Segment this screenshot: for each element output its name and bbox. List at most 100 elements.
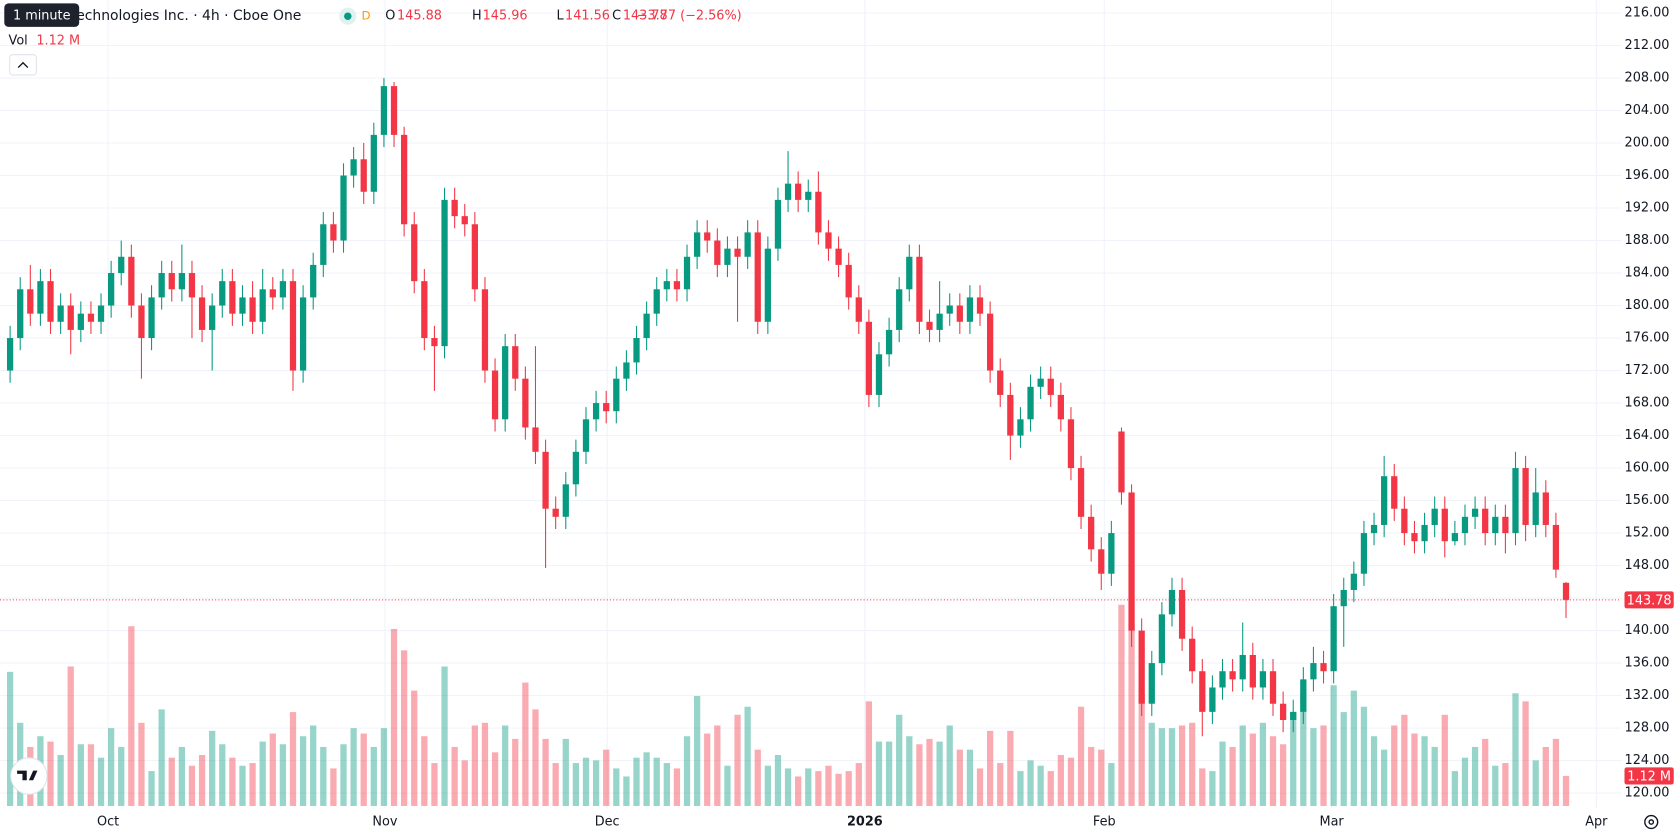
y-tick-label: 172.00: [1625, 363, 1670, 378]
candle-body: [835, 248, 842, 265]
collapse-button[interactable]: [9, 54, 37, 76]
candle-body: [1492, 516, 1499, 534]
volume-bar: [1461, 757, 1469, 806]
candle-body: [1370, 524, 1378, 534]
candle-body: [1199, 671, 1206, 712]
candle-body: [1340, 589, 1347, 607]
settings-icon[interactable]: [1644, 814, 1659, 830]
candle-body: [1269, 671, 1277, 704]
volume-bar: [845, 771, 852, 806]
volume-bar: [1522, 701, 1529, 806]
l-value: 141.56: [565, 9, 610, 24]
volume-bar: [1441, 714, 1448, 806]
volume-bar: [562, 738, 569, 806]
candle-body: [592, 403, 600, 420]
y-tick-label: 156.00: [1625, 493, 1670, 508]
candle-body: [764, 248, 771, 322]
volume-bar: [693, 695, 701, 806]
candle-body: [986, 313, 994, 371]
volume-bar: [865, 701, 873, 806]
volume-bar: [229, 757, 236, 806]
volume-bar: [1552, 738, 1560, 806]
x-tick-label: Nov: [372, 815, 397, 830]
candle-body: [744, 232, 751, 257]
candle-body: [502, 346, 509, 420]
candle-body: [795, 183, 802, 200]
candle-body: [1512, 468, 1519, 534]
candle-body: [936, 313, 943, 330]
candle-body: [1279, 703, 1287, 720]
y-tick-label: 180.00: [1625, 298, 1670, 313]
candle-body: [158, 273, 165, 298]
volume-bar: [1340, 712, 1347, 806]
volume-bar: [108, 728, 115, 806]
candle-body: [148, 297, 155, 339]
candle-body: [431, 338, 438, 347]
volume-bar: [1279, 744, 1287, 806]
y-tick-label: 160.00: [1625, 461, 1670, 476]
volume-bar: [57, 754, 64, 806]
volume-bar: [1502, 763, 1509, 806]
candle-body: [128, 256, 135, 306]
volume-bar: [411, 690, 418, 806]
candle-body: [249, 297, 256, 322]
candle-body: [1330, 606, 1337, 672]
candle-body: [118, 256, 125, 274]
candle-body: [441, 199, 448, 347]
volume-bar: [1542, 746, 1549, 806]
candle-body: [774, 199, 782, 249]
volume-bar: [976, 768, 984, 806]
volume-bar: [1199, 768, 1206, 806]
volume-bar: [653, 757, 660, 806]
volume-bar: [673, 768, 681, 806]
candle-body: [815, 191, 822, 233]
volume-bar: [219, 744, 226, 806]
volume-bar: [552, 763, 559, 806]
logo-mark: [17, 770, 38, 781]
status-dot: [344, 12, 352, 20]
candle-body: [845, 264, 852, 298]
candle-body: [87, 313, 95, 322]
volume-bar: [1401, 714, 1408, 806]
settings-icon-center: [1648, 819, 1655, 825]
candle-body: [6, 338, 14, 371]
volume-bar: [805, 768, 812, 806]
volume-bar: [178, 746, 185, 806]
volume-bar: [138, 722, 145, 806]
h-label: H: [472, 9, 482, 24]
candle-body: [552, 508, 559, 517]
volume-bar: [724, 765, 731, 806]
y-tick-label: 120.00: [1625, 786, 1670, 801]
candle-body: [380, 86, 388, 135]
x-tick-label: Feb: [1093, 815, 1116, 830]
y-tick-label: 200.00: [1625, 136, 1670, 151]
volume-bar: [1451, 771, 1459, 806]
volume-bar: [916, 744, 923, 806]
y-tick-label: 152.00: [1625, 526, 1670, 541]
candle-body: [855, 297, 862, 322]
volume-bar: [451, 746, 458, 806]
candle-body: [663, 281, 670, 290]
candle-body: [330, 224, 337, 241]
volume-bar: [1229, 746, 1236, 806]
volume-bar: [1007, 730, 1014, 806]
volume-bar: [259, 741, 266, 806]
y-tick-label: 176.00: [1625, 331, 1670, 346]
volume-bar: [1168, 728, 1176, 806]
volume-bar: [734, 714, 741, 806]
volume-bar: [87, 744, 95, 806]
candle-body: [289, 281, 297, 371]
volume-bar: [1350, 690, 1357, 806]
candle-body: [582, 419, 590, 452]
axes: 120.00124.00128.00132.00136.00140.00144.…: [0, 5, 1674, 830]
volume-bar: [835, 773, 842, 806]
candle-body: [350, 159, 357, 176]
volume-bar: [47, 741, 54, 806]
x-tick-label: Oct: [97, 815, 119, 830]
candle-body: [340, 175, 347, 241]
y-tick-label: 212.00: [1625, 38, 1670, 53]
candle-body: [1077, 468, 1085, 517]
volume-bar: [77, 744, 84, 806]
volume-bar: [269, 733, 276, 806]
volume-bar: [542, 738, 549, 806]
